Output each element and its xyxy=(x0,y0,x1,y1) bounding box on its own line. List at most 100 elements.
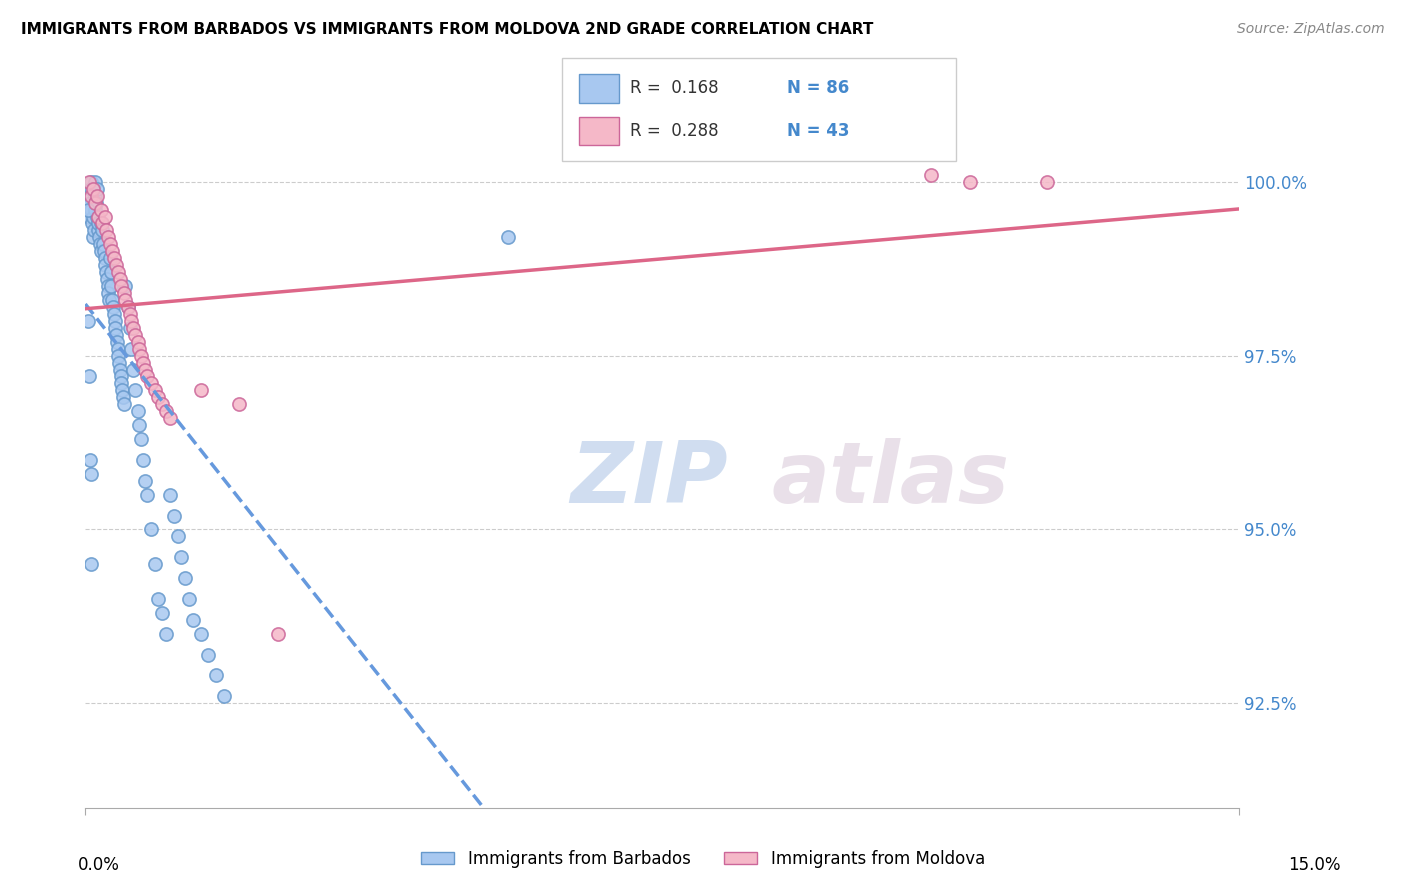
Point xyxy=(110,376,132,391)
Text: N = 43: N = 43 xyxy=(787,122,849,140)
Point xyxy=(920,168,942,182)
Point xyxy=(120,342,142,356)
Point xyxy=(84,195,107,210)
Point xyxy=(129,349,152,363)
Point xyxy=(94,258,117,272)
Point xyxy=(82,230,104,244)
Point xyxy=(93,252,115,266)
Point xyxy=(124,384,146,398)
Point xyxy=(94,265,117,279)
Point xyxy=(77,369,100,384)
Point xyxy=(86,182,108,196)
Point xyxy=(135,369,157,384)
Point xyxy=(79,467,101,481)
Point xyxy=(97,230,120,244)
Point xyxy=(127,404,149,418)
Point xyxy=(108,362,131,376)
Text: 0.0%: 0.0% xyxy=(77,856,120,874)
Point xyxy=(87,217,110,231)
Point xyxy=(90,244,112,259)
Point xyxy=(77,210,100,224)
Point xyxy=(77,202,100,217)
Point xyxy=(117,300,139,314)
Point xyxy=(174,571,197,585)
Point xyxy=(120,314,142,328)
Point xyxy=(132,453,155,467)
Point xyxy=(150,397,173,411)
Point xyxy=(94,223,117,237)
Point xyxy=(197,648,219,662)
Point xyxy=(124,327,146,342)
Text: R =  0.168: R = 0.168 xyxy=(630,79,718,97)
Point xyxy=(89,230,111,244)
Point xyxy=(79,453,101,467)
Point xyxy=(108,355,131,369)
Point xyxy=(80,188,103,202)
Point xyxy=(100,265,122,279)
Point xyxy=(98,293,121,307)
Point xyxy=(228,397,250,411)
Point xyxy=(179,592,201,607)
Point xyxy=(82,210,104,224)
Point xyxy=(135,488,157,502)
Point xyxy=(86,188,108,202)
Point xyxy=(139,376,162,391)
Point xyxy=(1035,175,1057,189)
Point xyxy=(79,202,101,217)
Point xyxy=(82,182,104,196)
Point xyxy=(86,210,108,224)
Point xyxy=(128,418,150,433)
Point xyxy=(159,411,181,425)
Point xyxy=(266,626,288,640)
Point xyxy=(86,223,108,237)
Point xyxy=(143,384,166,398)
Text: ZIP: ZIP xyxy=(569,438,727,521)
Point xyxy=(97,285,120,300)
Point xyxy=(190,384,212,398)
Point xyxy=(90,202,112,217)
Point xyxy=(155,404,177,418)
Text: 15.0%: 15.0% xyxy=(1288,856,1341,874)
Legend: Immigrants from Barbados, Immigrants from Moldova: Immigrants from Barbados, Immigrants fro… xyxy=(415,844,991,875)
Point xyxy=(128,342,150,356)
Point xyxy=(101,293,124,307)
Point xyxy=(105,327,128,342)
Point xyxy=(77,188,100,202)
Point xyxy=(134,474,156,488)
Point xyxy=(91,217,114,231)
Point xyxy=(122,320,145,334)
Point xyxy=(82,217,104,231)
Point xyxy=(148,390,170,404)
Point xyxy=(212,690,235,704)
Point xyxy=(100,279,122,293)
Point xyxy=(143,558,166,572)
Point xyxy=(79,195,101,210)
Point xyxy=(93,244,115,259)
Text: IMMIGRANTS FROM BARBADOS VS IMMIGRANTS FROM MOLDOVA 2ND GRADE CORRELATION CHART: IMMIGRANTS FROM BARBADOS VS IMMIGRANTS F… xyxy=(21,22,873,37)
Point xyxy=(132,355,155,369)
Point xyxy=(166,529,188,543)
Point xyxy=(190,626,212,640)
Point xyxy=(170,550,193,565)
Point xyxy=(104,320,127,334)
Point xyxy=(108,272,131,286)
Point xyxy=(181,613,204,627)
Point xyxy=(90,217,112,231)
Point xyxy=(96,272,118,286)
Point xyxy=(127,334,149,349)
Point xyxy=(101,300,124,314)
Point xyxy=(98,252,121,266)
Point xyxy=(150,606,173,620)
Point xyxy=(80,558,103,572)
Point xyxy=(80,182,103,196)
Text: atlas: atlas xyxy=(772,438,1010,521)
Point xyxy=(159,488,181,502)
Point xyxy=(134,362,156,376)
Text: R =  0.288: R = 0.288 xyxy=(630,122,718,140)
Point xyxy=(89,237,111,252)
Point xyxy=(111,384,134,398)
Point xyxy=(496,230,519,244)
Point xyxy=(107,342,129,356)
Point xyxy=(112,397,135,411)
Point xyxy=(87,210,110,224)
